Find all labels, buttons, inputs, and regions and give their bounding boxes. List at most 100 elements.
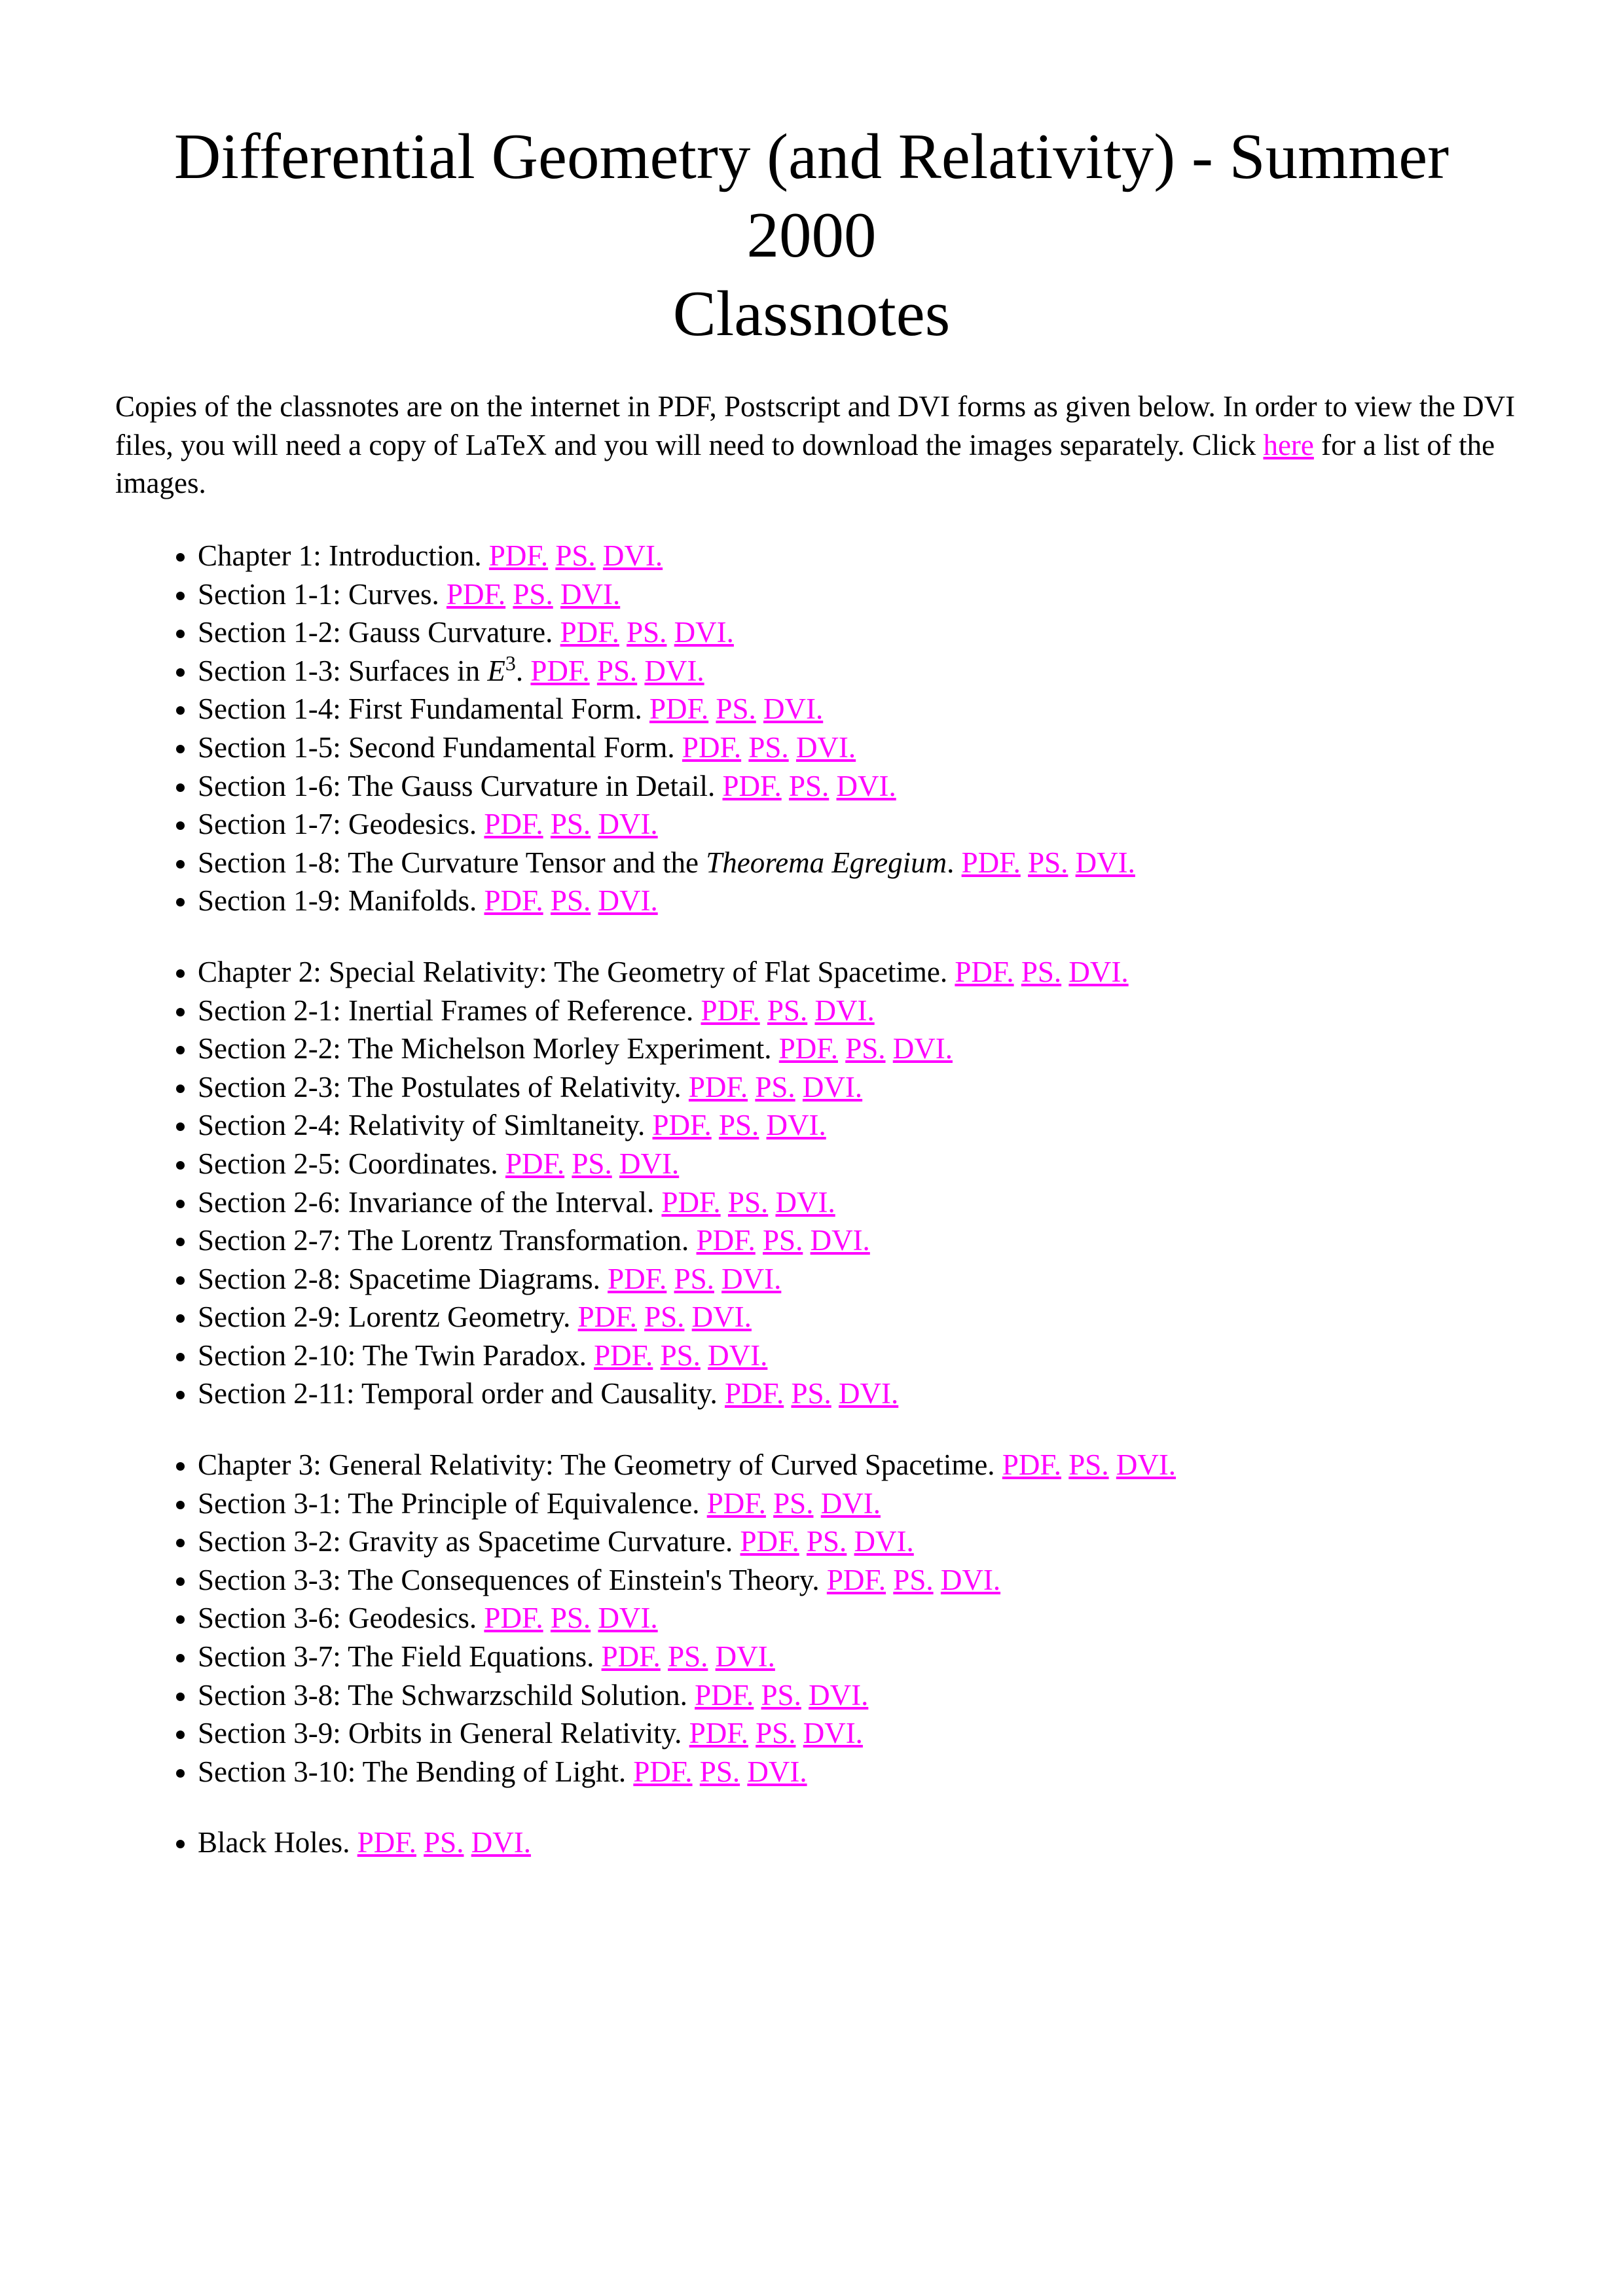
download-link[interactable]: PDF.: [484, 884, 543, 918]
download-link[interactable]: DVI.: [803, 1717, 863, 1750]
download-link[interactable]: PS.: [572, 1147, 612, 1180]
download-link[interactable]: DVI.: [674, 616, 734, 649]
download-link[interactable]: DVI.: [854, 1525, 914, 1558]
download-link[interactable]: DVI.: [721, 1262, 782, 1295]
download-link[interactable]: PS.: [893, 1563, 934, 1596]
download-link[interactable]: PDF.: [357, 1826, 416, 1859]
download-link[interactable]: PDF.: [689, 1717, 748, 1750]
download-link[interactable]: PS.: [699, 1755, 740, 1788]
download-link[interactable]: PS.: [550, 1602, 591, 1635]
download-link[interactable]: PDF.: [577, 1300, 637, 1334]
download-link[interactable]: DVI.: [766, 1109, 826, 1142]
download-link[interactable]: DVI.: [795, 730, 856, 764]
download-link[interactable]: DVI.: [644, 654, 704, 687]
download-link[interactable]: PDF.: [725, 1377, 784, 1410]
download-link[interactable]: PS.: [763, 1224, 803, 1257]
download-link[interactable]: DVI.: [715, 1640, 775, 1674]
download-link[interactable]: DVI.: [763, 692, 824, 726]
download-link[interactable]: PDF.: [688, 1070, 748, 1103]
download-link[interactable]: DVI.: [839, 1377, 899, 1410]
download-link[interactable]: PDF.: [682, 730, 742, 764]
download-link[interactable]: PS.: [1028, 846, 1068, 879]
download-link[interactable]: DVI.: [940, 1563, 1001, 1596]
download-link[interactable]: PS.: [755, 1070, 795, 1103]
download-link[interactable]: DVI.: [691, 1300, 752, 1334]
item-label: Section 3-9: Orbits in General Relativit…: [198, 1717, 682, 1750]
download-link[interactable]: DVI.: [775, 1185, 835, 1219]
download-link[interactable]: PDF.: [722, 769, 782, 802]
download-link[interactable]: DVI.: [836, 769, 896, 802]
download-link[interactable]: PDF.: [560, 616, 619, 649]
download-link[interactable]: PDF.: [530, 654, 590, 687]
download-link[interactable]: PDF.: [446, 577, 506, 611]
download-link[interactable]: PS.: [596, 654, 638, 687]
download-link[interactable]: PS.: [1068, 1448, 1109, 1482]
download-link[interactable]: PDF.: [488, 539, 549, 572]
download-link[interactable]: PS.: [424, 1826, 464, 1859]
download-link[interactable]: PDF.: [826, 1563, 886, 1596]
download-link[interactable]: PDF.: [706, 1486, 766, 1520]
download-link[interactable]: PS.: [660, 1338, 701, 1372]
download-link[interactable]: PS.: [791, 1377, 831, 1410]
download-link[interactable]: PS.: [845, 1032, 886, 1066]
download-link[interactable]: PS.: [716, 692, 756, 726]
intro-text: for a list of the images.: [115, 428, 1495, 500]
download-link[interactable]: PDF.: [696, 1224, 756, 1257]
here-link[interactable]: here: [1263, 428, 1314, 461]
download-link[interactable]: PS.: [1021, 955, 1062, 988]
download-link[interactable]: DVI.: [809, 1678, 869, 1712]
download-link[interactable]: DVI.: [747, 1755, 807, 1788]
download-link[interactable]: DVI.: [892, 1032, 953, 1066]
download-link[interactable]: PS.: [788, 769, 830, 802]
download-link[interactable]: PS.: [550, 884, 591, 918]
download-link[interactable]: PS.: [668, 1640, 708, 1674]
download-link[interactable]: DVI.: [802, 1070, 863, 1103]
download-link[interactable]: PS.: [644, 1300, 685, 1334]
download-link[interactable]: PS.: [727, 1185, 769, 1219]
download-link[interactable]: PDF.: [740, 1525, 799, 1558]
download-link[interactable]: DVI.: [1075, 846, 1135, 879]
download-link[interactable]: PDF.: [484, 1602, 543, 1635]
download-link[interactable]: DVI.: [810, 1224, 870, 1257]
download-link[interactable]: PDF.: [961, 846, 1021, 879]
download-link[interactable]: DVI.: [560, 577, 621, 611]
download-link[interactable]: PS.: [773, 1486, 814, 1520]
download-link[interactable]: PDF.: [484, 808, 543, 841]
download-link[interactable]: PDF.: [594, 1338, 653, 1372]
download-link[interactable]: PS.: [555, 539, 596, 572]
download-link[interactable]: PS.: [627, 616, 667, 649]
download-link[interactable]: PS.: [756, 1717, 796, 1750]
download-link[interactable]: PS.: [550, 808, 591, 841]
download-link[interactable]: DVI.: [598, 884, 658, 918]
download-link[interactable]: PDF.: [701, 994, 760, 1027]
download-link[interactable]: PDF.: [778, 1032, 838, 1066]
download-link[interactable]: PDF.: [608, 1262, 667, 1295]
download-link[interactable]: PS.: [513, 577, 553, 611]
item-label: Section 2-10: The Twin Paradox.: [198, 1338, 587, 1372]
download-link[interactable]: PDF.: [955, 955, 1014, 988]
download-link[interactable]: PDF.: [601, 1640, 661, 1674]
download-link[interactable]: DVI.: [1116, 1448, 1176, 1482]
download-link[interactable]: DVI.: [598, 808, 658, 841]
download-link[interactable]: PDF.: [661, 1185, 721, 1219]
download-link[interactable]: DVI.: [820, 1486, 881, 1520]
download-link[interactable]: DVI.: [598, 1602, 658, 1635]
download-link[interactable]: PDF.: [649, 692, 709, 726]
download-link[interactable]: PS.: [761, 1678, 801, 1712]
download-link[interactable]: PS.: [674, 1262, 714, 1295]
download-link[interactable]: DVI.: [708, 1338, 768, 1372]
download-link[interactable]: PDF.: [1002, 1448, 1062, 1482]
download-link[interactable]: PS.: [767, 994, 808, 1027]
download-link[interactable]: PDF.: [695, 1678, 754, 1712]
download-link[interactable]: PDF.: [505, 1147, 565, 1180]
download-link[interactable]: DVI.: [602, 539, 663, 572]
download-link[interactable]: DVI.: [814, 994, 875, 1027]
download-link[interactable]: DVI.: [471, 1826, 531, 1859]
download-link[interactable]: PS.: [718, 1109, 759, 1142]
download-link[interactable]: PDF.: [652, 1109, 712, 1142]
download-link[interactable]: DVI.: [619, 1147, 680, 1180]
download-link[interactable]: PS.: [806, 1525, 847, 1558]
download-link[interactable]: PDF.: [633, 1755, 693, 1788]
download-link[interactable]: DVI.: [1068, 955, 1129, 988]
download-link[interactable]: PS.: [748, 730, 789, 764]
